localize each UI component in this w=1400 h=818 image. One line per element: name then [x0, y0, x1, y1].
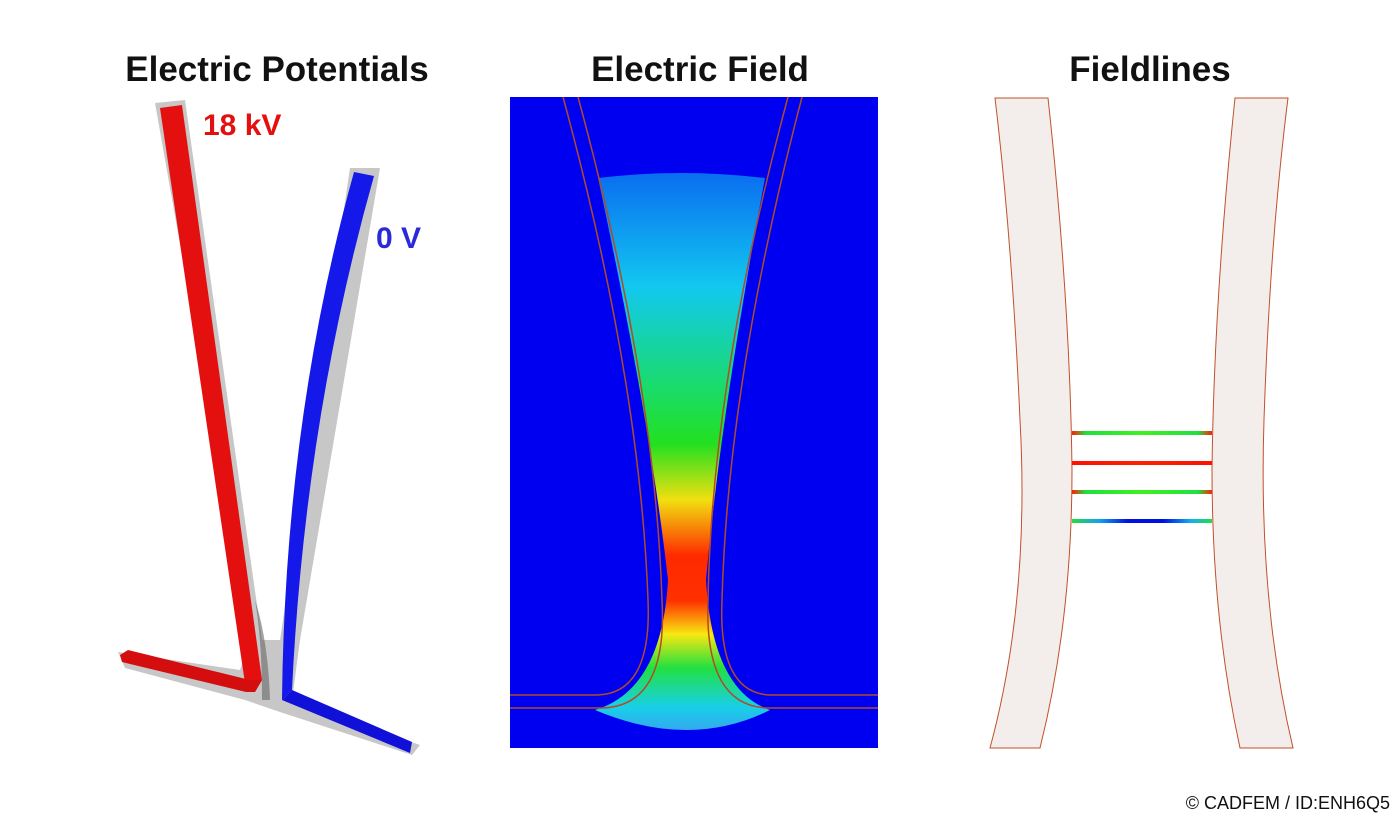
voltage-label: 18 kV [203, 109, 281, 142]
field-gradient [595, 173, 770, 730]
electrode-outline [707, 96, 878, 709]
voltage-label: 0 V [376, 222, 421, 255]
hv-electrode-arm [120, 650, 262, 692]
ground-electrode-arm [282, 690, 412, 753]
mesh-shadow [118, 100, 420, 755]
electrode-outline [720, 96, 878, 696]
panel-title: Electric Field [591, 50, 809, 89]
ground-electrode [282, 172, 374, 700]
gap-shading [255, 600, 270, 700]
credit: © CADFEM / ID:ENH6Q5 [1186, 793, 1390, 813]
electrodes-illustration [118, 100, 420, 755]
hv-electrode [160, 105, 262, 692]
fieldlines-plot [989, 97, 1294, 749]
panel-title: Fieldlines [1069, 50, 1230, 89]
electrode-right [1211, 97, 1294, 749]
electrode-outline [510, 96, 664, 709]
electrode-outline [510, 96, 650, 696]
electrode-left [989, 97, 1073, 749]
panel-title: Electric Potentials [125, 50, 428, 89]
field-plot [510, 96, 878, 748]
